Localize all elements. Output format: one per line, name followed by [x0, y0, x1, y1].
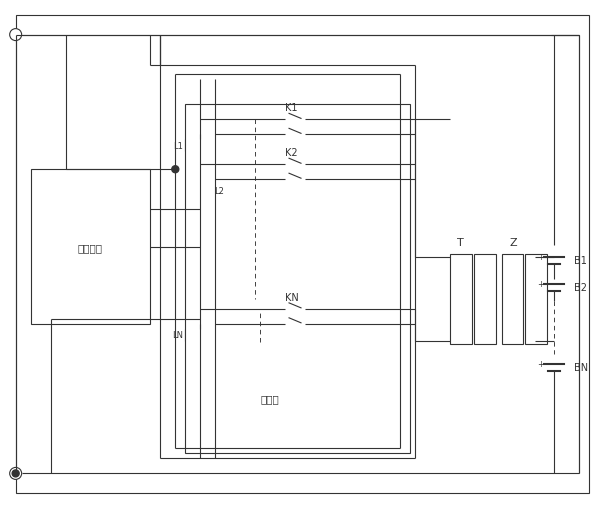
Circle shape [301, 305, 309, 313]
Bar [185, 329, 217, 341]
Text: L1: L1 [174, 142, 183, 151]
Circle shape [197, 161, 204, 168]
Bar [185, 105, 410, 454]
Bar [474, 254, 495, 344]
Text: +: + [537, 280, 544, 289]
Circle shape [281, 176, 289, 184]
Text: LN: LN [172, 331, 183, 340]
Text: KN: KN [285, 292, 299, 302]
Circle shape [195, 304, 205, 314]
Text: K1: K1 [285, 103, 298, 113]
Circle shape [197, 244, 204, 251]
Text: BN: BN [574, 362, 589, 372]
Text: B2: B2 [574, 282, 587, 292]
Circle shape [301, 131, 309, 139]
Text: 均衡模块: 均衡模块 [78, 243, 103, 252]
Text: L2: L2 [214, 186, 224, 195]
Circle shape [195, 160, 205, 170]
Bar [185, 140, 217, 152]
Circle shape [301, 176, 309, 184]
Circle shape [281, 161, 289, 169]
Bar [502, 254, 523, 344]
Circle shape [197, 316, 204, 323]
Circle shape [281, 116, 289, 124]
Circle shape [197, 306, 204, 313]
Text: T: T [457, 238, 464, 247]
Text: Z: Z [509, 238, 517, 247]
Circle shape [10, 467, 22, 479]
Circle shape [195, 115, 205, 125]
Bar [225, 185, 257, 197]
Circle shape [281, 131, 289, 139]
Bar [31, 170, 151, 324]
Bar [526, 254, 548, 344]
Circle shape [172, 166, 179, 174]
Circle shape [10, 30, 22, 42]
Text: +: + [537, 253, 544, 262]
Circle shape [301, 161, 309, 169]
Circle shape [197, 206, 204, 213]
Text: B1: B1 [574, 256, 587, 266]
Text: +: + [537, 359, 544, 369]
Circle shape [301, 161, 309, 168]
Circle shape [12, 470, 19, 477]
Circle shape [281, 320, 289, 328]
Bar [450, 254, 472, 344]
Text: 控制器: 控制器 [261, 394, 280, 404]
Circle shape [281, 305, 289, 313]
Bar [218, 354, 323, 444]
Text: K2: K2 [285, 148, 298, 158]
Circle shape [301, 320, 309, 328]
Circle shape [301, 116, 309, 124]
